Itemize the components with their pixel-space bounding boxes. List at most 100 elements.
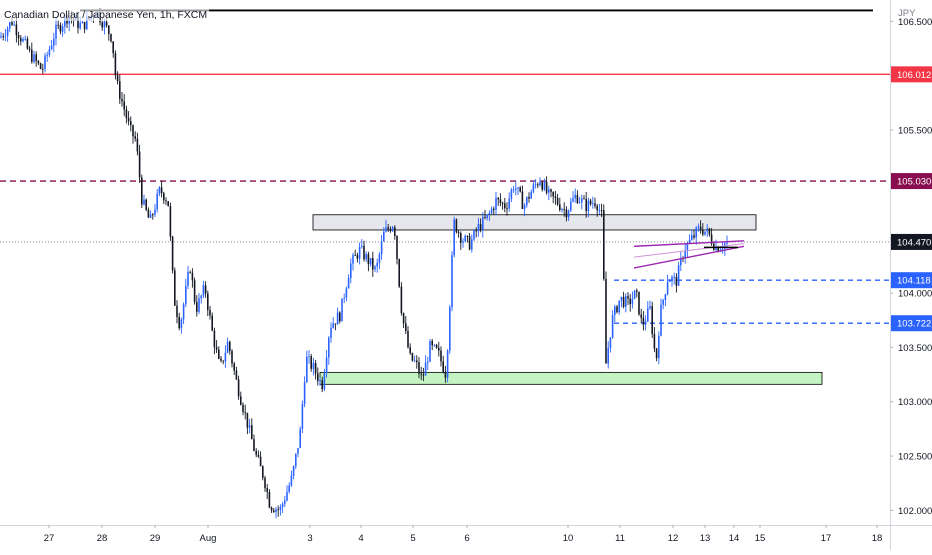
candle-body (651, 306, 653, 334)
candle-body (576, 194, 579, 203)
price-label-box[interactable] (891, 233, 932, 250)
candle-body (2, 36, 4, 38)
candle-body (592, 203, 594, 205)
candle-body (198, 298, 200, 312)
candle-body (196, 302, 198, 312)
price-tick-label: 103.000 (898, 397, 932, 408)
candle-body (715, 247, 717, 250)
candle-body (189, 271, 191, 273)
candle-body (347, 278, 350, 289)
trendline-upper[interactable] (633, 240, 745, 247)
candle-body (464, 235, 466, 242)
candle-body (231, 350, 233, 364)
candle-body (655, 348, 658, 359)
candle-body (110, 34, 112, 42)
time-tick-label: 10 (563, 533, 574, 544)
price-tick-label: 102.500 (898, 452, 932, 463)
candle-body (169, 206, 172, 237)
price-label-box[interactable] (891, 315, 932, 332)
candle-body (418, 362, 420, 374)
candle-body (710, 234, 713, 244)
candle-body (145, 199, 147, 210)
candle-body (633, 290, 636, 299)
candle-body (24, 38, 26, 40)
candle-body (534, 184, 537, 186)
candle-body (154, 209, 156, 215)
candle-body (64, 16, 66, 27)
candle-body (396, 235, 398, 260)
trendline-lower[interactable] (633, 245, 745, 269)
candle-body (581, 198, 583, 203)
candle-body (39, 63, 42, 69)
candle-body (308, 356, 310, 358)
candle-body (284, 500, 286, 504)
candle-body (352, 255, 354, 264)
time-tick-label: Aug (200, 533, 217, 544)
candle-body (519, 187, 521, 192)
candle-body (57, 24, 59, 26)
candle-body (444, 372, 447, 378)
candle-body (101, 22, 103, 28)
candle-body (108, 25, 110, 35)
candle-body (669, 280, 671, 282)
candle-body (455, 219, 458, 233)
candle-body (416, 360, 418, 363)
candle-body (530, 191, 532, 199)
candle-body (343, 297, 345, 299)
candle-body (185, 285, 187, 305)
candle-body (594, 203, 596, 206)
price-label-box[interactable] (891, 173, 932, 190)
candle-body (468, 236, 471, 250)
candle-body (376, 262, 378, 267)
candle-body (301, 403, 304, 429)
candle-body (409, 347, 411, 354)
candle-body (561, 209, 563, 210)
candle-body (165, 200, 167, 202)
candle-body (310, 356, 312, 369)
resistance-zone[interactable] (312, 214, 757, 231)
price-label-box[interactable] (891, 272, 932, 289)
candle-body (497, 197, 499, 200)
candle-body (424, 362, 427, 376)
time-tick-label: 29 (150, 533, 161, 544)
candle-body (673, 276, 675, 278)
candle-body (363, 245, 365, 260)
candle-body (537, 184, 539, 186)
candle-body (44, 55, 46, 70)
candle-body (277, 509, 279, 511)
support-zone[interactable] (319, 371, 823, 385)
candle-body (13, 24, 15, 26)
candle-body (6, 28, 9, 36)
candle-body (501, 202, 504, 204)
time-tick-label: 27 (44, 533, 55, 544)
candle-body (345, 288, 348, 298)
candle-body (209, 309, 211, 316)
candle-body (442, 361, 444, 373)
candle-body (510, 189, 513, 199)
candle-body (600, 210, 603, 211)
price-label-box[interactable] (891, 66, 932, 83)
candle-body (394, 227, 396, 236)
candle-body (358, 246, 361, 259)
candle-body (453, 219, 455, 256)
candle-body (400, 286, 403, 314)
candle-body (255, 450, 257, 455)
candle-body (86, 16, 88, 30)
candle-body (292, 466, 295, 476)
candle-body (387, 227, 389, 230)
candle-body (572, 198, 574, 202)
candle-body (240, 396, 242, 405)
candle-body (697, 226, 700, 228)
candle-body (548, 189, 550, 193)
candle-body (627, 296, 629, 299)
candle-body (574, 194, 576, 199)
candle-body (244, 411, 246, 413)
candle-body (55, 24, 57, 39)
candle-body (149, 214, 152, 218)
candle-body (528, 197, 530, 199)
candle-body (482, 216, 484, 231)
time-tick-label: 3 (307, 533, 312, 544)
candle-body (354, 255, 356, 256)
